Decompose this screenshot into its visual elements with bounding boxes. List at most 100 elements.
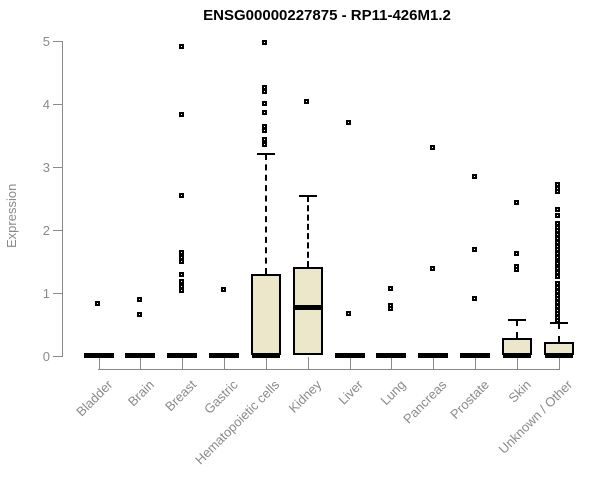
x-tick-label: Pancreas <box>400 377 450 427</box>
x-tick-label: Prostate <box>446 377 492 422</box>
x-tick <box>265 357 267 369</box>
outlier-point <box>136 312 142 318</box>
outlier-point <box>555 213 561 219</box>
x-tick <box>182 357 184 369</box>
outlier-point <box>262 124 268 130</box>
x-tick-label: Lung <box>377 377 409 409</box>
outlier-point <box>555 261 561 267</box>
x-tick <box>140 357 142 369</box>
median-line <box>251 353 280 358</box>
x-tick-label: Brain <box>124 377 157 410</box>
whisker-cap <box>549 321 568 324</box>
outlier-point <box>262 141 268 147</box>
outlier-point <box>304 98 310 104</box>
x-tick <box>307 357 309 369</box>
flat-box <box>418 353 449 358</box>
y-tick <box>53 292 62 294</box>
y-tick-label: 1 <box>42 285 50 301</box>
box <box>250 273 281 356</box>
outlier-point <box>555 189 561 195</box>
x-tick <box>558 357 560 369</box>
y-axis-line <box>62 41 63 357</box>
outlier-point <box>471 174 477 180</box>
y-axis-label: Expression <box>4 183 19 248</box>
outlier-point <box>95 300 100 306</box>
box <box>292 266 323 356</box>
outlier-point <box>262 85 268 91</box>
outlier-point <box>262 137 268 143</box>
outlier-point <box>429 145 435 151</box>
flat-box <box>209 353 240 358</box>
outlier-point <box>387 306 393 312</box>
outlier-point <box>178 43 184 49</box>
outlier-point <box>178 254 184 260</box>
x-tick-label: Breast <box>161 377 199 415</box>
y-tick <box>53 103 62 105</box>
whisker-cap <box>508 319 526 322</box>
y-tick <box>53 355 62 357</box>
outlier-point <box>262 110 268 116</box>
outlier-point <box>220 286 226 292</box>
outlier-point <box>513 267 519 273</box>
x-tick <box>349 357 351 369</box>
chart-title: ENSG00000227875 - RP11-426M1.2 <box>203 7 451 24</box>
x-axis-line <box>97 369 560 370</box>
outlier-point <box>346 120 352 126</box>
outlier-point <box>262 40 268 46</box>
flat-box <box>125 353 156 358</box>
outlier-point <box>387 286 393 292</box>
outlier-point <box>178 279 184 285</box>
outlier-point <box>178 112 184 118</box>
outlier-point <box>178 283 184 289</box>
flat-box <box>334 353 365 358</box>
y-tick-label: 4 <box>42 96 50 112</box>
x-tick <box>98 357 100 369</box>
x-tick <box>475 357 477 369</box>
outlier-point <box>178 250 184 256</box>
whisker <box>557 322 560 342</box>
flat-box <box>83 353 114 358</box>
whisker <box>264 154 267 274</box>
outlier-point <box>262 128 268 134</box>
outlier-point <box>178 271 184 277</box>
x-tick <box>391 357 393 369</box>
x-tick <box>433 357 435 369</box>
outlier-point <box>555 273 561 279</box>
x-tick-label: Unknown / Other <box>495 377 576 457</box>
outlier-point <box>555 317 561 323</box>
outlier-point <box>471 247 477 253</box>
outlier-point <box>262 100 268 106</box>
whisker <box>516 320 518 338</box>
x-tick <box>224 357 226 369</box>
outlier-point <box>136 297 142 303</box>
x-tick <box>517 357 518 369</box>
y-tick-label: 0 <box>42 348 50 364</box>
outlier-point <box>262 89 268 95</box>
outlier-point <box>513 200 519 206</box>
x-tick-label: Gastric <box>200 377 241 417</box>
flat-box <box>376 353 407 358</box>
y-tick <box>53 229 62 231</box>
outlier-point <box>178 288 184 294</box>
outlier-point <box>429 266 435 272</box>
whisker <box>306 196 309 267</box>
outlier-point <box>178 193 184 199</box>
median-line <box>293 304 322 310</box>
y-tick-label: 2 <box>42 222 50 238</box>
outlier-point <box>555 207 561 213</box>
outlier-point <box>178 259 184 265</box>
flat-box <box>167 353 198 358</box>
whisker-cap <box>298 195 317 198</box>
y-tick <box>53 41 62 42</box>
median-line <box>544 353 573 358</box>
outlier-point <box>471 295 477 301</box>
outlier-point <box>513 251 519 257</box>
median-line <box>503 353 531 358</box>
y-tick-label: 5 <box>42 34 50 49</box>
whisker-cap <box>256 153 275 156</box>
x-tick-label: Skin <box>505 377 534 406</box>
flat-box <box>460 353 491 358</box>
x-tick-label: Bladder <box>72 377 116 420</box>
x-tick-label: Kidney <box>285 377 325 416</box>
